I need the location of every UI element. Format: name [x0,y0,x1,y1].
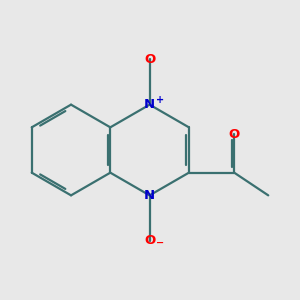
Text: N: N [144,98,155,111]
Text: O: O [144,53,155,66]
Text: O: O [229,128,240,141]
Text: N: N [144,189,155,202]
Text: +: + [155,95,164,105]
Text: −: − [155,238,164,248]
Text: O: O [144,234,155,247]
